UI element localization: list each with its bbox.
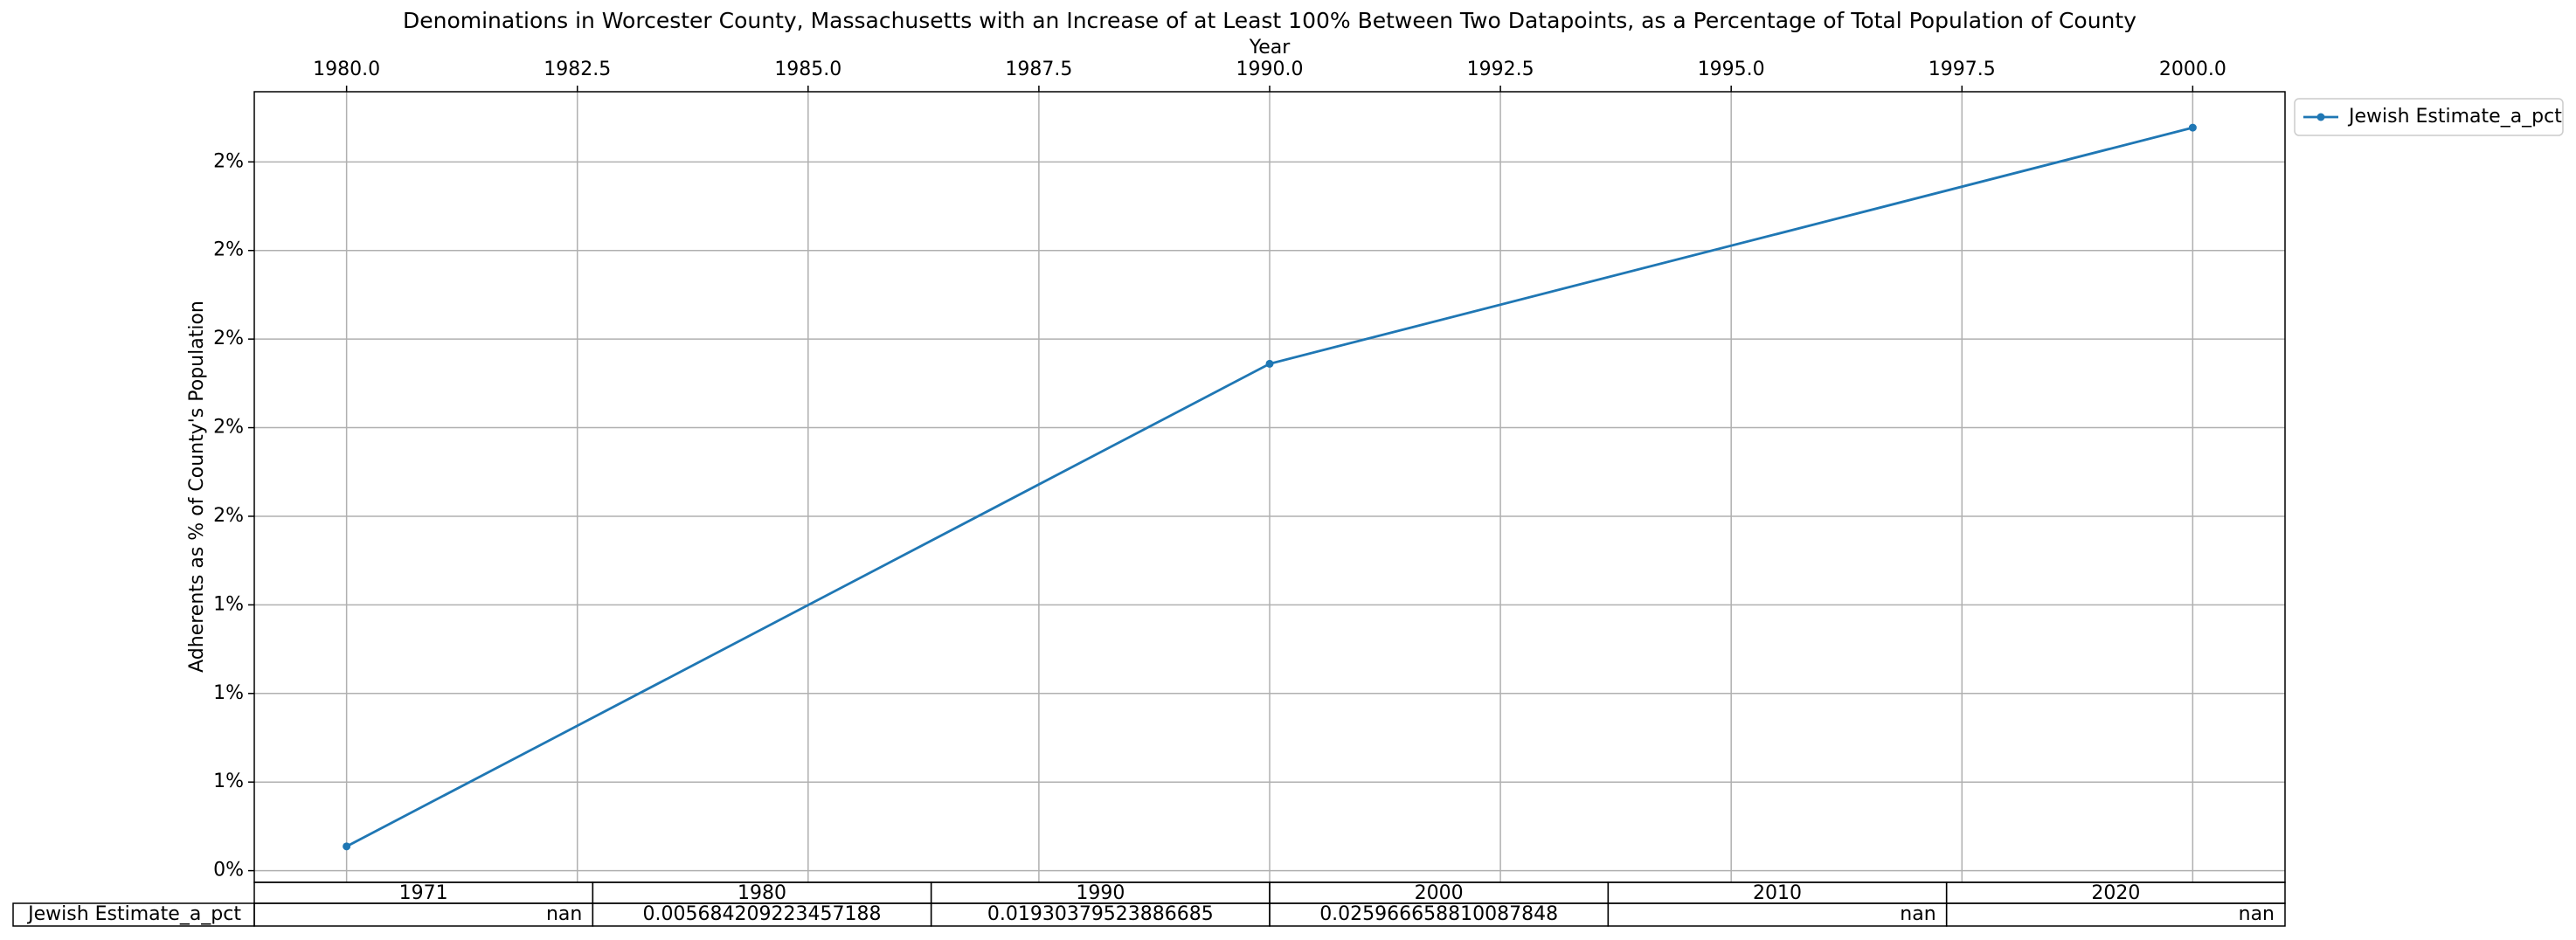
y-tick-label: 2%	[213, 239, 244, 261]
x-tick-label: 1992.5	[1467, 59, 1534, 80]
y-tick-label: 0%	[213, 860, 244, 881]
chart-title: Denominations in Worcester County, Massa…	[403, 8, 2136, 33]
x-tick-label: 1985.0	[774, 59, 841, 80]
legend-box	[2294, 98, 2564, 136]
table-cell-text: 0.01930379523886685	[987, 903, 1214, 925]
table-column-header: 1990	[1076, 882, 1125, 904]
x-tick-label: 1997.5	[1929, 59, 1996, 80]
table-cell	[1607, 902, 1948, 927]
x-tick-label: 1982.5	[544, 59, 611, 80]
y-tick-label: 2%	[213, 417, 244, 439]
y-tick-label: 2%	[213, 328, 244, 349]
table-cell-text: nan	[546, 903, 582, 925]
table-cell-text: 0.005684209223457188	[643, 903, 882, 925]
table-cell-text: 0.025966658810087848	[1319, 903, 1558, 925]
table-column-header: 1980	[737, 882, 786, 904]
table-cell-text: nan	[1900, 903, 1935, 925]
y-tick-label: 1%	[213, 771, 244, 792]
table-cell	[1945, 902, 2286, 927]
table-column-header: 1971	[399, 882, 448, 904]
table-cell	[253, 902, 594, 927]
x-tick-label: 1987.5	[1005, 59, 1072, 80]
x-tick-label: 1980.0	[313, 59, 380, 80]
x-tick-label: 1995.0	[1698, 59, 1765, 80]
table-cell-text: nan	[2239, 903, 2275, 925]
point	[343, 842, 351, 851]
y-axis-label: Adherents as % of County's Population	[186, 301, 208, 673]
table-column-header: 2020	[2091, 882, 2140, 904]
table-row-label: Jewish Estimate_a_pct	[26, 903, 241, 925]
legend-label: Jewish Estimate_a_pct	[2347, 106, 2562, 128]
x-tick-label: 1990.0	[1236, 59, 1304, 80]
legend-marker	[2316, 113, 2325, 121]
y-tick-label: 1%	[213, 682, 244, 704]
y-tick-label: 2%	[213, 150, 244, 172]
x-tick-label: 2000.0	[2159, 59, 2226, 80]
point	[2188, 123, 2197, 132]
x-axis-label: Year	[1249, 37, 1291, 59]
table-column-header: 2000	[1415, 882, 1464, 904]
point	[1265, 359, 1274, 368]
table-column-header: 2010	[1753, 882, 1802, 904]
y-tick-label: 2%	[213, 505, 244, 527]
y-tick-label: 1%	[213, 593, 244, 615]
